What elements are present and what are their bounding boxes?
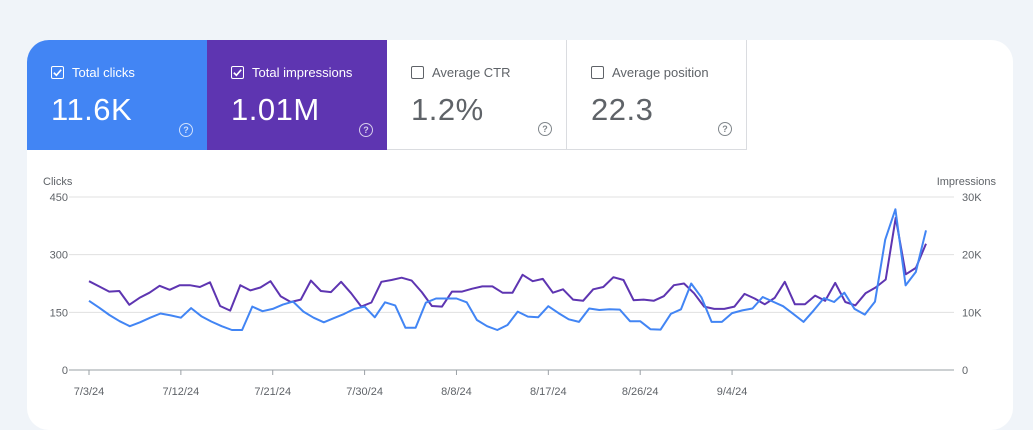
x-tick-label: 8/26/24	[622, 386, 659, 398]
x-tick-label: 7/3/24	[74, 386, 105, 398]
impressions-series-line	[88, 216, 927, 312]
metric-total-clicks[interactable]: Total clicks 11.6K ?	[27, 40, 207, 150]
right-tick-label: 20K	[962, 250, 982, 262]
right-tick-label: 0	[962, 365, 968, 377]
metric-label: Total clicks	[72, 65, 135, 80]
metric-value: 1.2%	[411, 92, 484, 127]
x-tick-label: 9/4/24	[717, 386, 748, 398]
performance-card: Total clicks 11.6K ? Total impressions 1…	[27, 40, 1013, 430]
left-tick-label: 300	[50, 250, 68, 262]
metric-label: Average position	[612, 65, 709, 80]
metric-average-position[interactable]: Average position 22.3 ?	[567, 40, 747, 150]
metric-tabs: Total clicks 11.6K ? Total impressions 1…	[27, 40, 747, 150]
left-axis-title: Clicks	[43, 176, 73, 188]
metric-label: Average CTR	[432, 65, 511, 80]
x-tick-label: 7/30/24	[346, 386, 383, 398]
help-circle-icon[interactable]: ?	[179, 123, 193, 137]
metric-label: Total impressions	[252, 65, 353, 80]
performance-line-chart: Clicks Impressions 0 150 300 450 0 10K 20K 30K…	[43, 176, 997, 398]
left-tick-label: 0	[62, 365, 68, 377]
help-circle-icon[interactable]: ?	[538, 122, 552, 136]
help-circle-icon[interactable]: ?	[718, 122, 732, 136]
metric-value: 22.3	[591, 92, 654, 127]
metric-average-ctr[interactable]: Average CTR 1.2% ?	[387, 40, 567, 150]
x-tick-label: 8/8/24	[441, 386, 472, 398]
checkbox-unchecked-icon[interactable]	[411, 66, 424, 79]
metric-total-impressions[interactable]: Total impressions 1.01M ?	[207, 40, 387, 150]
right-tick-label: 10K	[962, 307, 982, 319]
checkbox-checked-icon[interactable]	[51, 66, 64, 79]
checkbox-unchecked-icon[interactable]	[591, 66, 604, 79]
checkbox-checked-icon[interactable]	[231, 66, 244, 79]
x-tick-label: 8/17/24	[530, 386, 567, 398]
x-tick-label: 7/12/24	[163, 386, 200, 398]
metric-value: 1.01M	[231, 92, 320, 127]
left-tick-label: 150	[50, 307, 68, 319]
right-axis-title: Impressions	[937, 176, 997, 188]
x-tick-label: 7/21/24	[254, 386, 291, 398]
left-tick-label: 450	[50, 192, 68, 204]
metric-value: 11.6K	[51, 92, 133, 127]
help-circle-icon[interactable]: ?	[359, 123, 373, 137]
clicks-series-line	[88, 208, 927, 331]
right-tick-label: 30K	[962, 192, 982, 204]
